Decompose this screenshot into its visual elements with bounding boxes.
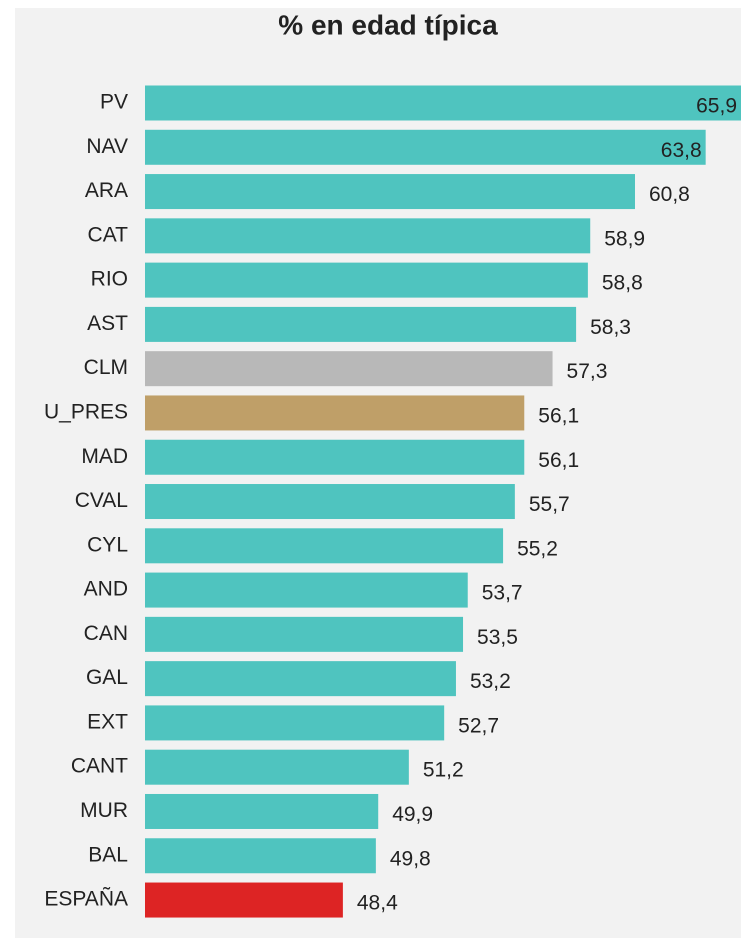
bar (145, 262, 588, 298)
y-tick-label: MUR (80, 799, 128, 822)
bar (145, 749, 409, 785)
y-tick-label: PV (100, 91, 128, 114)
bar (145, 218, 591, 254)
y-tick-label: AST (87, 312, 128, 335)
y-tick-label: RIO (91, 268, 128, 291)
bar (145, 572, 468, 608)
value-label: 56,1 (538, 405, 579, 428)
value-label: 52,7 (458, 714, 499, 737)
bar (145, 838, 376, 874)
y-tick-label: U_PRES (44, 401, 128, 424)
value-label: 57,3 (567, 360, 608, 383)
bars (145, 85, 741, 918)
value-label: 55,2 (517, 537, 558, 560)
value-label: 49,9 (392, 803, 433, 826)
y-tick-label: CVAL (75, 489, 128, 512)
bar (145, 395, 525, 431)
value-label: 63,8 (661, 139, 702, 162)
y-tick-label: MAD (81, 445, 128, 468)
y-tick-label: CANT (71, 755, 128, 778)
y-tick-label: EXT (87, 710, 128, 733)
bar (145, 616, 464, 652)
value-label: 58,8 (602, 272, 643, 295)
bar (145, 129, 706, 165)
y-tick-label: GAL (86, 666, 128, 689)
bar (145, 484, 515, 520)
bar (145, 306, 577, 342)
y-tick-label: CYL (87, 533, 128, 556)
value-label: 53,5 (477, 626, 518, 649)
y-tick-label: ARA (85, 179, 128, 202)
y-tick-label: BAL (88, 843, 128, 866)
bar (145, 85, 741, 121)
bar (145, 661, 456, 697)
bar (145, 351, 553, 387)
y-tick-label: CAN (84, 622, 128, 645)
bar (145, 439, 525, 475)
value-label: 48,4 (357, 892, 398, 915)
bar (145, 793, 379, 829)
bar (145, 882, 343, 918)
value-label: 53,7 (482, 582, 523, 605)
bar (145, 174, 635, 210)
y-tick-label: NAV (86, 135, 128, 158)
value-label: 60,8 (649, 183, 690, 206)
bar (145, 705, 445, 741)
chart-title: % en edad típica (278, 9, 498, 40)
value-label: 53,2 (470, 670, 511, 693)
value-label: 56,1 (538, 449, 579, 472)
y-tick-label: CLM (84, 356, 128, 379)
value-label: 58,3 (590, 316, 631, 339)
y-tick-label: ESPAÑA (44, 887, 128, 911)
value-label: 55,7 (529, 493, 570, 516)
value-label: 65,9 (696, 95, 737, 118)
value-label: 51,2 (423, 759, 464, 782)
y-tick-label: CAT (88, 223, 129, 246)
value-label: 49,8 (390, 847, 431, 870)
bar (145, 528, 504, 564)
y-tick-label: AND (84, 578, 128, 601)
value-label: 58,9 (604, 227, 645, 250)
